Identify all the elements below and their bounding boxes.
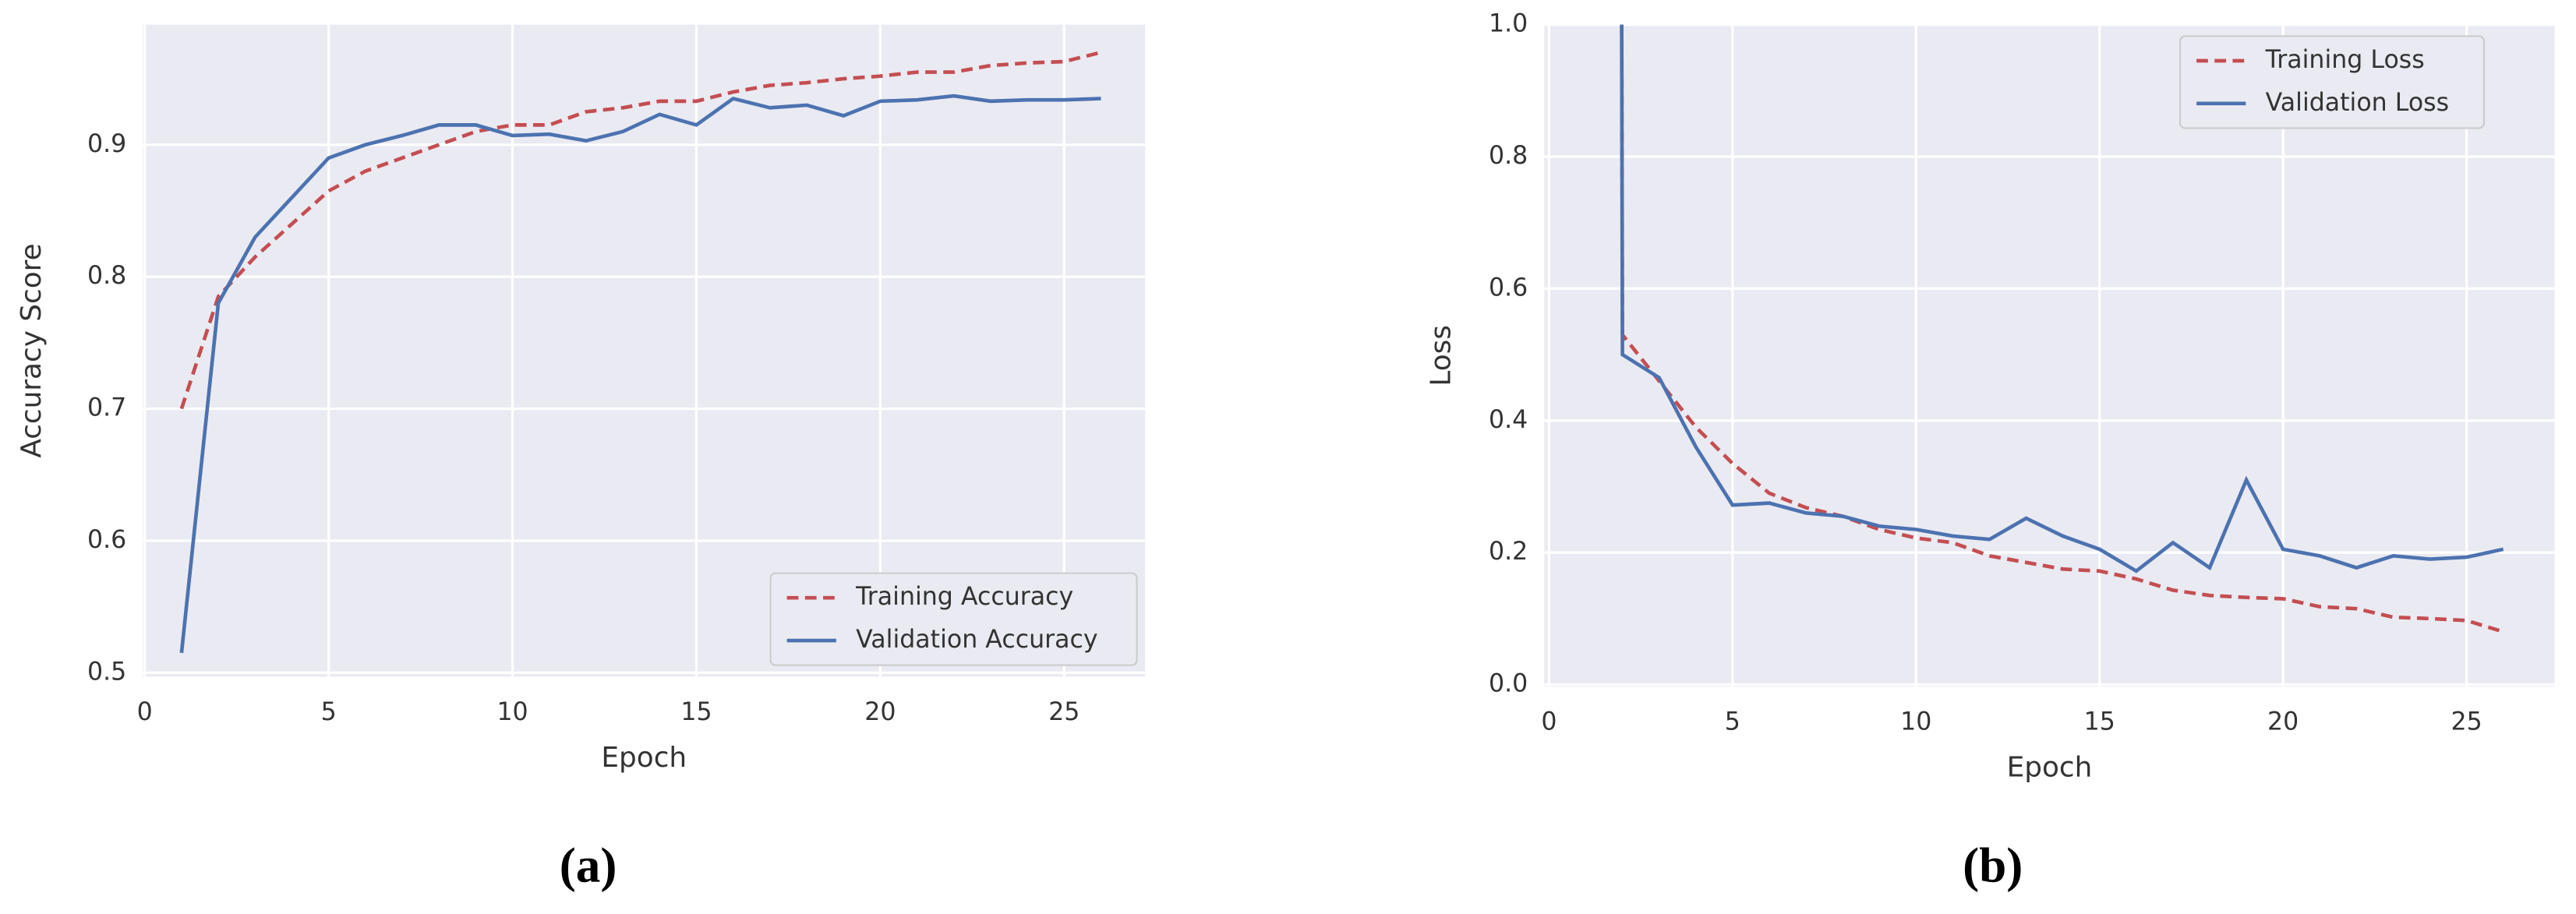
y-tick-label: 0.8 (87, 262, 126, 290)
line (1620, 24, 2504, 573)
y-tick-label: 0.6 (1489, 273, 1528, 302)
x-tick-label: 20 (864, 698, 896, 726)
y-tick-label: 0.7 (87, 394, 126, 422)
plot-area (143, 24, 1146, 677)
y-tick-label: 1.0 (1489, 10, 1528, 38)
x-tick-label: 15 (680, 698, 712, 726)
legend-box (2178, 35, 2486, 129)
x-axis-label: Epoch (2007, 751, 2093, 783)
x-tick-label: 0 (1541, 708, 1557, 736)
x-tick-label: 25 (2451, 708, 2482, 736)
x-tick-label: 10 (496, 698, 528, 726)
x-tick-label: 25 (1048, 698, 1080, 726)
line (179, 50, 1102, 410)
series-group (1620, 24, 2504, 633)
x-tick-label: 10 (1900, 708, 1931, 736)
legend: Training Loss Validation Loss (2178, 35, 2486, 129)
x-tick-label: 15 (2084, 708, 2115, 736)
y-tick-label: 0.9 (87, 130, 126, 158)
line (179, 94, 1101, 654)
legend-label: Validation Accuracy (856, 626, 1097, 654)
y-tick-label: 0.6 (87, 526, 126, 554)
caption: (a) (560, 838, 617, 893)
x-tick-label: 5 (321, 698, 337, 726)
y-axis-label: Loss (1426, 325, 1458, 386)
series-group (179, 50, 1102, 654)
x-tick-label: 20 (2267, 708, 2299, 736)
y-axis-label: Accuracy Score (16, 243, 48, 457)
legend-label: Training Accuracy (855, 583, 1073, 611)
x-tick-label: 5 (1725, 708, 1740, 736)
x-tick-label: 0 (137, 698, 153, 726)
caption: (b) (1963, 838, 2023, 893)
legend: Training Accuracy Validation Accuracy (769, 572, 1138, 666)
y-tick-label: 0.4 (1489, 406, 1528, 434)
y-tick-label: 0.0 (1489, 670, 1528, 698)
legend-label: Validation Loss (2266, 89, 2449, 117)
y-tick-label: 0.5 (87, 658, 126, 686)
y-tick-label: 0.8 (1489, 142, 1528, 170)
legend-box (769, 572, 1138, 666)
line (1620, 24, 2504, 633)
y-tick-label: 0.2 (1489, 538, 1528, 566)
x-axis-label: Epoch (601, 742, 687, 774)
legend-label: Training Loss (2265, 46, 2425, 74)
plot-area (1544, 24, 2555, 687)
